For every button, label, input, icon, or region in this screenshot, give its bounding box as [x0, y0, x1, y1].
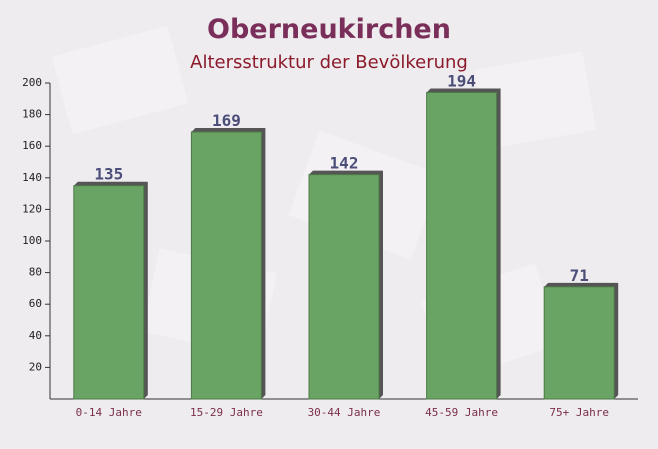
- y-tick-label: 140: [22, 171, 42, 184]
- y-tick-label: 60: [29, 297, 42, 310]
- y-tick-label: 180: [22, 108, 42, 121]
- bar: [308, 174, 380, 400]
- chart-subtitle: Altersstruktur der Bevölkerung: [190, 52, 468, 73]
- chart-title: Oberneukirchen: [207, 14, 451, 45]
- bar: [426, 91, 498, 400]
- y-tick-label: 120: [22, 202, 42, 215]
- value-label: 71: [570, 266, 589, 285]
- bar: [73, 185, 145, 400]
- y-tick-label: 20: [29, 360, 42, 373]
- bar: [543, 286, 615, 400]
- x-tick-label: 30-44 Jahre: [308, 406, 381, 419]
- x-tick-label: 45-59 Jahre: [425, 406, 498, 419]
- value-label: 194: [447, 71, 476, 90]
- y-tick-label: 100: [22, 234, 42, 247]
- value-label: 135: [94, 165, 123, 184]
- y-tick-label: 160: [22, 139, 42, 152]
- value-label: 142: [330, 154, 359, 173]
- y-tick-label: 80: [29, 266, 42, 279]
- value-label: 169: [212, 111, 241, 130]
- x-tick-label: 15-29 Jahre: [190, 406, 263, 419]
- y-tick-label: 40: [29, 329, 42, 342]
- y-tick-label: 200: [22, 76, 42, 89]
- x-tick-label: 75+ Jahre: [549, 406, 609, 419]
- bar: [190, 131, 262, 400]
- x-tick-label: 0-14 Jahre: [76, 406, 142, 419]
